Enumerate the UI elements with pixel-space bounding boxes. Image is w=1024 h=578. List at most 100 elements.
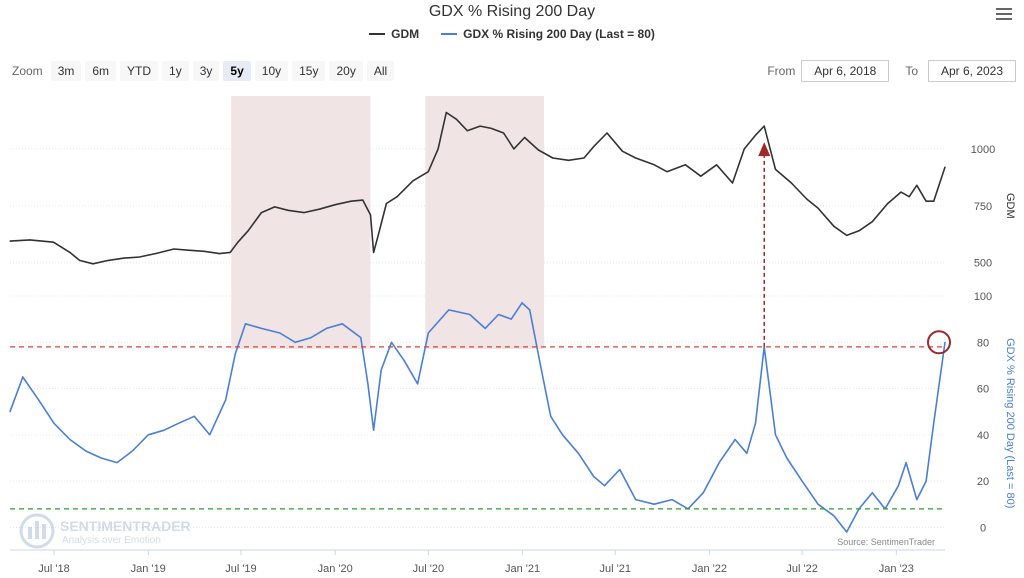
- data-point-gdm: [247, 230, 249, 232]
- data-point-gdm: [513, 148, 515, 150]
- data-point-pct: [147, 434, 149, 436]
- y-tick-pct-0: 0: [980, 522, 986, 534]
- zoom-3m-button[interactable]: 3m: [50, 61, 82, 81]
- watermark-brand: SENTIMENTRADER: [60, 518, 191, 534]
- arrow-head-icon: [758, 142, 771, 157]
- legend-item-pct[interactable]: GDX % Rising 200 Day (Last = 80): [441, 27, 655, 41]
- zoom-10y-button[interactable]: 10y: [254, 61, 289, 81]
- data-point-pct: [734, 438, 736, 441]
- data-point-pct: [521, 302, 523, 304]
- to-date-input[interactable]: Apr 6, 2023: [928, 60, 1016, 82]
- data-point-pct: [367, 383, 369, 385]
- zoom-1y-button[interactable]: 1y: [162, 61, 189, 81]
- data-point-pct: [653, 503, 655, 505]
- data-point-pct: [22, 376, 24, 378]
- x-tick-label: Jan '22: [692, 563, 727, 575]
- data-point-pct: [244, 323, 247, 325]
- zoom-15y-button[interactable]: 15y: [292, 61, 326, 81]
- data-point-pct: [69, 438, 71, 441]
- data-point-pct: [871, 492, 873, 494]
- zoom-6m-button[interactable]: 6m: [85, 61, 117, 81]
- legend-label-gdm: GDM: [391, 27, 420, 41]
- data-point-pct: [100, 457, 102, 459]
- data-point-pct: [9, 411, 11, 413]
- data-point-gdm: [377, 234, 379, 236]
- data-point-pct: [774, 434, 777, 436]
- chart-title: GDX % Rising 200 Day: [428, 3, 596, 20]
- data-point-gdm: [490, 127, 492, 129]
- y-axis-title-gdm: GDM: [1004, 193, 1016, 219]
- y-tick-pct-80: 80: [977, 337, 989, 349]
- series-layer: [9, 111, 946, 533]
- data-point-pct: [417, 383, 419, 385]
- data-point-gdm: [700, 175, 702, 177]
- data-point-pct: [763, 346, 765, 348]
- x-tick-label: Jul '21: [600, 563, 631, 575]
- y-tick-gdm-500: 500: [974, 258, 992, 270]
- legend: GDM GDX % Rising 200 Day (Last = 80): [0, 27, 1024, 41]
- y-tick-pct-20: 20: [977, 476, 989, 488]
- data-point-pct: [635, 499, 637, 501]
- data-point-gdm: [806, 198, 808, 200]
- data-point-pct: [550, 415, 552, 417]
- data-point-gdm: [154, 253, 156, 255]
- data-point-gdm: [350, 200, 352, 202]
- from-label: From: [767, 64, 796, 78]
- data-point-pct: [53, 422, 55, 424]
- data-point-gdm: [653, 164, 655, 166]
- data-point-gdm: [107, 259, 109, 261]
- zoom-20y-button[interactable]: 20y: [329, 61, 363, 81]
- data-point-pct: [225, 399, 227, 401]
- data-point-gdm: [229, 251, 231, 253]
- data-point-gdm: [260, 212, 262, 214]
- zoom-ytd-button[interactable]: YTD: [120, 61, 159, 81]
- data-point-pct: [746, 452, 748, 454]
- data-point-pct: [484, 327, 486, 329]
- data-point-gdm: [524, 136, 526, 139]
- data-point-pct: [310, 337, 312, 339]
- data-point-gdm: [396, 196, 398, 198]
- data-point-pct: [561, 434, 564, 436]
- data-point-pct: [833, 515, 835, 517]
- data-point-gdm: [858, 230, 860, 232]
- hamburger-menu-icon[interactable]: [996, 8, 1012, 22]
- data-point-pct: [905, 462, 907, 464]
- watermark-logo-icon: [19, 513, 55, 549]
- data-point-pct: [85, 450, 87, 452]
- data-point-pct: [846, 531, 848, 533]
- zoom-all-button[interactable]: All: [366, 61, 395, 81]
- data-point-gdm: [437, 148, 439, 150]
- data-point-gdm: [29, 239, 31, 241]
- axis-layer: 500 750 1000 0 20 40 60 80 100 GDM GDX % Rising 20…: [10, 144, 1016, 575]
- data-point-pct: [279, 332, 281, 334]
- x-tick-label: Jan '19: [131, 563, 166, 575]
- data-point-gdm: [583, 157, 585, 159]
- shaded-region-1: [425, 96, 545, 349]
- data-point-gdm: [763, 125, 765, 127]
- data-point-gdm: [373, 251, 375, 253]
- zoom-3y-button[interactable]: 3y: [192, 61, 220, 81]
- data-point-pct: [193, 415, 195, 417]
- data-point-gdm: [621, 150, 624, 152]
- y-tick-pct-40: 40: [977, 430, 989, 442]
- zoom-label: Zoom: [12, 64, 43, 78]
- data-point-pct: [539, 364, 542, 366]
- data-point-gdm: [716, 164, 718, 166]
- data-point-pct: [403, 360, 405, 362]
- legend-item-gdm[interactable]: GDM: [369, 27, 419, 41]
- data-point-pct: [390, 341, 393, 343]
- data-point-gdm: [274, 206, 276, 208]
- zoom-5y-button[interactable]: 5y: [223, 61, 251, 81]
- highlight-circle-icon: [927, 330, 951, 355]
- date-range: From Apr 6, 2018 To Apr 6, 2023: [767, 60, 1016, 82]
- from-date-input[interactable]: Apr 6, 2018: [801, 60, 890, 82]
- zoom-bar: Zoom 3m 6m YTD 1y 3y 5y 10y 15y 20y All: [12, 61, 395, 81]
- data-point-gdm: [916, 184, 918, 186]
- series-line-pct: [9, 302, 946, 533]
- annotations: [758, 142, 951, 355]
- data-point-gdm: [593, 146, 595, 148]
- y-tick-pct-60: 60: [977, 384, 989, 396]
- y-tick-gdm-1000: 1000: [971, 144, 995, 156]
- to-label: To: [905, 64, 918, 78]
- x-tick-label: Jul '20: [413, 563, 444, 575]
